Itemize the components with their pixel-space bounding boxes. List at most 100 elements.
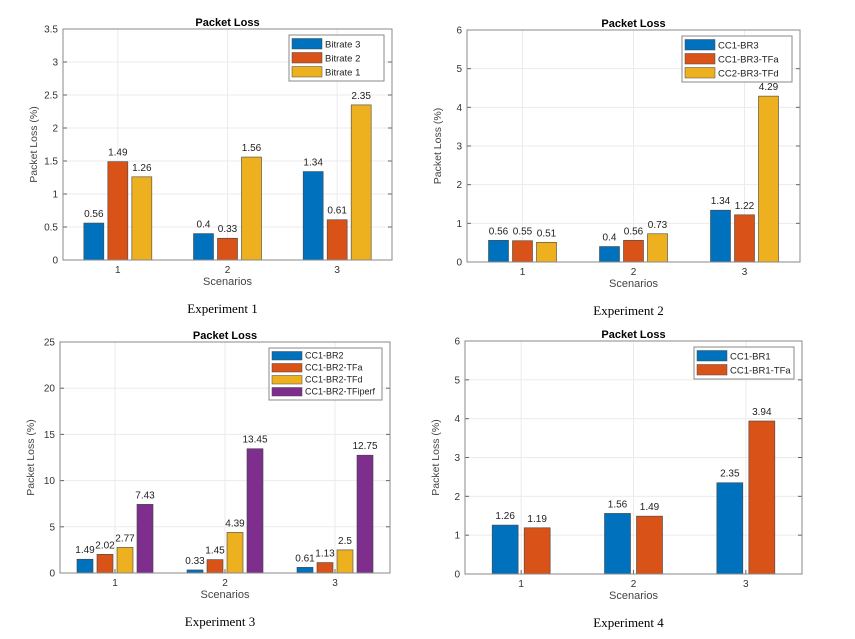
ytick-label: 5	[456, 64, 462, 75]
data-label: 1.34	[711, 196, 731, 207]
data-label: 4.29	[759, 82, 779, 93]
x-axis-label: Scenarios	[201, 589, 250, 601]
ytick-label: 4	[454, 414, 460, 425]
bar-cc1-br1	[491, 524, 519, 575]
legend-swatch	[291, 52, 323, 64]
bar-cc1-br1-tfa	[523, 527, 551, 575]
xtick-label: 2	[222, 578, 228, 589]
legend-entry: CC1-BR3	[718, 41, 759, 52]
bar-cc1-br2	[296, 567, 314, 574]
legend-entry: CC1-BR2-TFa	[305, 363, 363, 373]
bar-cc1-br3-tfa	[623, 240, 644, 263]
bar-cc1-br2-tfd	[116, 547, 134, 574]
ytick-label: 6	[456, 26, 462, 37]
data-label: 1.49	[75, 545, 95, 556]
data-label: 0.33	[185, 556, 205, 567]
ytick-label: 2	[454, 492, 460, 503]
ytick-label: 0	[456, 258, 462, 269]
chart-title: Packet Loss	[195, 17, 259, 29]
chart-4: 0 1 2 3 4 5 6 1 2 3 1.26 1.56 2.35 1.19 1.49 3.94 Packet…	[430, 329, 803, 630]
ytick-label: 3	[456, 142, 462, 153]
figure-caption: Experiment 4	[593, 615, 664, 630]
axes-frame	[466, 29, 801, 263]
ytick-label: 2	[52, 124, 58, 135]
legend-swatch	[696, 350, 728, 362]
ytick-label: 25	[44, 338, 56, 349]
bar-bitrate 1	[241, 156, 262, 261]
bar-cc1-br3-tfa	[512, 240, 533, 263]
data-label: 0.4	[603, 233, 617, 244]
ytick-label: 2.5	[44, 91, 58, 102]
ytick-label: 5	[454, 375, 460, 386]
ytick-label: 0	[52, 256, 58, 267]
ytick-label: 20	[44, 384, 56, 395]
data-label: 2.77	[115, 533, 135, 544]
data-label: 1.45	[205, 546, 225, 557]
legend-swatch	[684, 67, 716, 79]
bar-cc1-br3	[710, 209, 731, 263]
x-axis-label: Scenarios	[609, 590, 658, 602]
xtick-label: 3	[334, 265, 340, 276]
ytick-label: 4	[456, 103, 462, 114]
axes-frame	[464, 340, 803, 575]
legend-swatch	[291, 66, 323, 78]
ytick-label: 0	[454, 570, 460, 581]
data-label: 1.56	[242, 143, 262, 154]
bar-cc1-br2	[76, 558, 94, 574]
data-label: 4.39	[225, 518, 245, 529]
data-label: 0.4	[197, 220, 211, 231]
data-label: 12.75	[352, 441, 377, 452]
ytick-label: 1	[454, 531, 460, 542]
bar-cc1-br2-tfd	[336, 549, 354, 574]
legend-swatch	[271, 375, 303, 385]
data-label: 1.19	[527, 514, 547, 525]
xtick-label: 1	[115, 265, 121, 276]
bar-bitrate 1	[350, 104, 372, 261]
xtick-label: 2	[631, 267, 637, 278]
legend-entry: CC1-BR3-TFa	[718, 55, 779, 66]
ytick-label: 0.5	[44, 223, 58, 234]
bar-cc1-br1-tfa	[636, 515, 663, 575]
ytick-label: 6	[454, 337, 460, 348]
legend-entry: Bitrate 2	[325, 54, 360, 65]
data-label: 2.5	[338, 536, 352, 547]
data-label: 0.56	[84, 209, 104, 220]
data-label: 1.34	[303, 158, 323, 169]
xtick-label: 2	[631, 579, 637, 590]
xtick-label: 2	[225, 265, 231, 276]
legend-swatch	[271, 387, 303, 397]
ytick-label: 3	[52, 58, 58, 69]
legend-swatch	[684, 53, 716, 65]
legend-entry: Bitrate 1	[325, 68, 360, 79]
figure-caption: Experiment 3	[185, 614, 255, 629]
legend-swatch	[291, 38, 323, 50]
bar-cc1-br2-tfiperf	[136, 504, 154, 574]
xtick-label: 3	[742, 267, 748, 278]
bar-cc1-br2-tfiperf	[246, 448, 264, 574]
bar-cc1-br2-tfd	[226, 532, 244, 574]
bar-cc1-br1-tfa	[748, 420, 776, 575]
legend-swatch	[271, 363, 303, 373]
ytick-label: 1	[52, 190, 58, 201]
bar-cc1-br2-tfa	[206, 559, 224, 574]
bar-bitrate 1	[131, 176, 153, 261]
data-label: 1.49	[108, 148, 128, 159]
xtick-label: 3	[743, 579, 749, 590]
legend-swatch	[684, 39, 716, 51]
bar-cc2-br3-tfd	[758, 95, 779, 263]
xtick-label: 1	[520, 267, 526, 278]
ytick-label: 1	[456, 219, 462, 230]
bar-cc1-br3	[599, 246, 620, 263]
data-label: 0.56	[624, 226, 644, 237]
xtick-label: 3	[332, 578, 338, 589]
data-label: 1.56	[608, 499, 628, 510]
bar-cc1-br3-tfa	[734, 214, 755, 263]
ytick-label: 3.5	[44, 25, 58, 36]
ytick-label: 1.5	[44, 157, 58, 168]
bar-bitrate 2	[107, 161, 129, 261]
chart-1: 0 0.5 1 1.5 2 2.5 3 3.5 1 2 3 0.56 0.4 1.34 1.49 0.33 0.…	[28, 17, 393, 316]
x-axis-label: Scenarios	[609, 278, 658, 290]
figure-caption: Experiment 1	[187, 301, 257, 316]
